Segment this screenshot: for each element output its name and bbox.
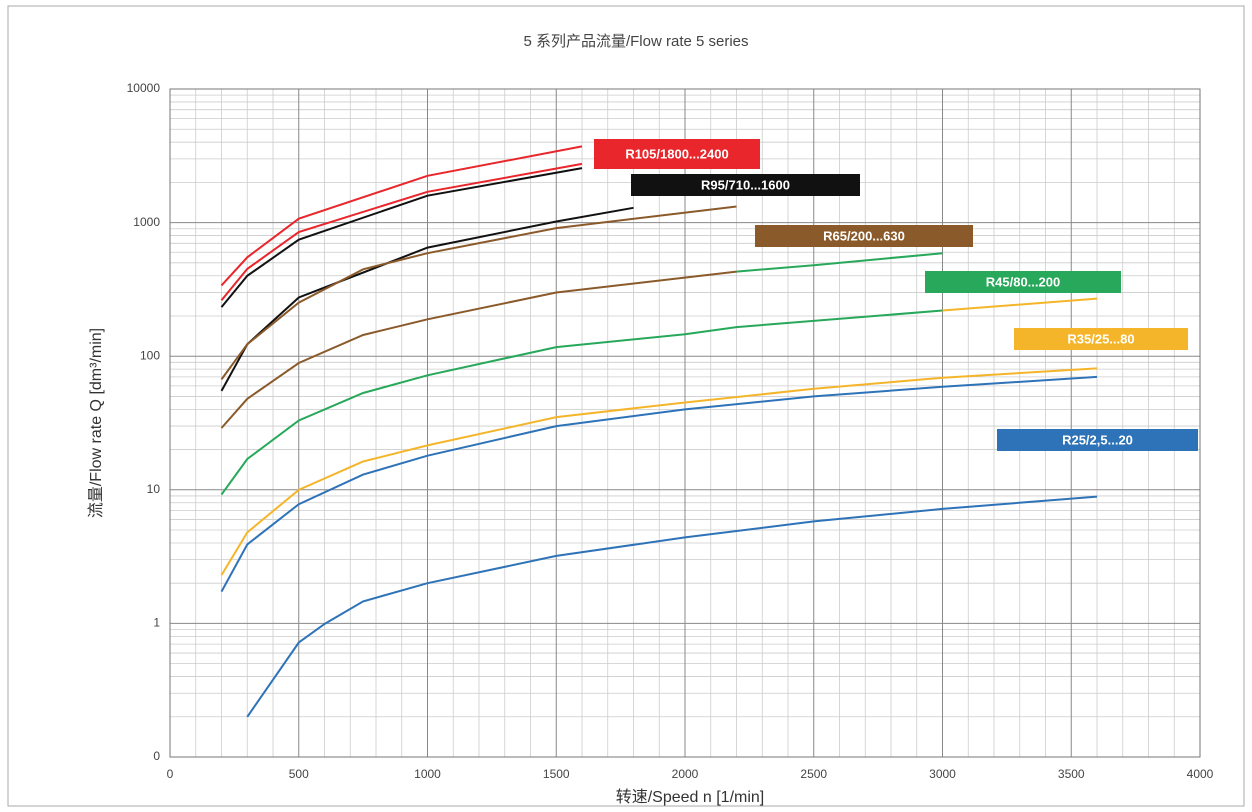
y-tick-label: 0 — [153, 749, 160, 763]
series-line — [220, 205, 737, 380]
plot-area — [169, 88, 1201, 758]
x-tick-label: 500 — [289, 767, 309, 781]
series-line — [220, 206, 634, 392]
legend-box — [631, 174, 860, 196]
series-line — [220, 309, 943, 496]
legend-label: R105/1800...2400 — [625, 146, 728, 161]
y-tick-label: 1000 — [133, 215, 160, 229]
legend-box — [594, 139, 760, 169]
x-tick-label: 2500 — [800, 767, 827, 781]
legend-label: R45/80...200 — [986, 274, 1060, 289]
legend-box — [755, 225, 973, 247]
x-tick-label: 1500 — [543, 767, 570, 781]
legend-label: R95/710...1600 — [701, 177, 790, 192]
legend-box — [997, 429, 1198, 451]
y-tick-label: 100 — [140, 348, 160, 362]
series-line — [220, 145, 583, 287]
series-line — [220, 270, 737, 429]
x-tick-label: 3000 — [929, 767, 956, 781]
y-tick-label: 10 — [147, 482, 161, 496]
series-line — [220, 167, 583, 308]
x-tick-label: 1000 — [414, 767, 441, 781]
x-axis-label: 转速/Speed n [1/min] — [616, 788, 765, 806]
series-line — [246, 495, 1098, 718]
y-tick-label: 1 — [153, 616, 160, 630]
series-line — [220, 375, 1098, 593]
series-line — [942, 297, 1098, 312]
legend-label: R25/2,5...20 — [1062, 432, 1133, 447]
chart-title: 5 系列产品流量/Flow rate 5 series — [523, 33, 748, 50]
series-line — [220, 162, 583, 301]
x-tick-label: 2000 — [672, 767, 699, 781]
legend-label: R65/200...630 — [823, 228, 905, 243]
y-tick-label: 10000 — [127, 81, 161, 95]
y-axis-label: 流量/Flow rate Q [dm³/min] — [87, 328, 105, 518]
legend-box — [1014, 328, 1188, 350]
x-tick-label: 3500 — [1058, 767, 1085, 781]
x-tick-label: 4000 — [1187, 767, 1214, 781]
series-line — [220, 367, 1098, 576]
legend-box — [925, 271, 1121, 293]
chart-frame — [7, 5, 1245, 807]
x-tick-label: 0 — [167, 767, 174, 781]
legend-label: R35/25...80 — [1067, 331, 1134, 346]
series-line — [736, 252, 943, 273]
